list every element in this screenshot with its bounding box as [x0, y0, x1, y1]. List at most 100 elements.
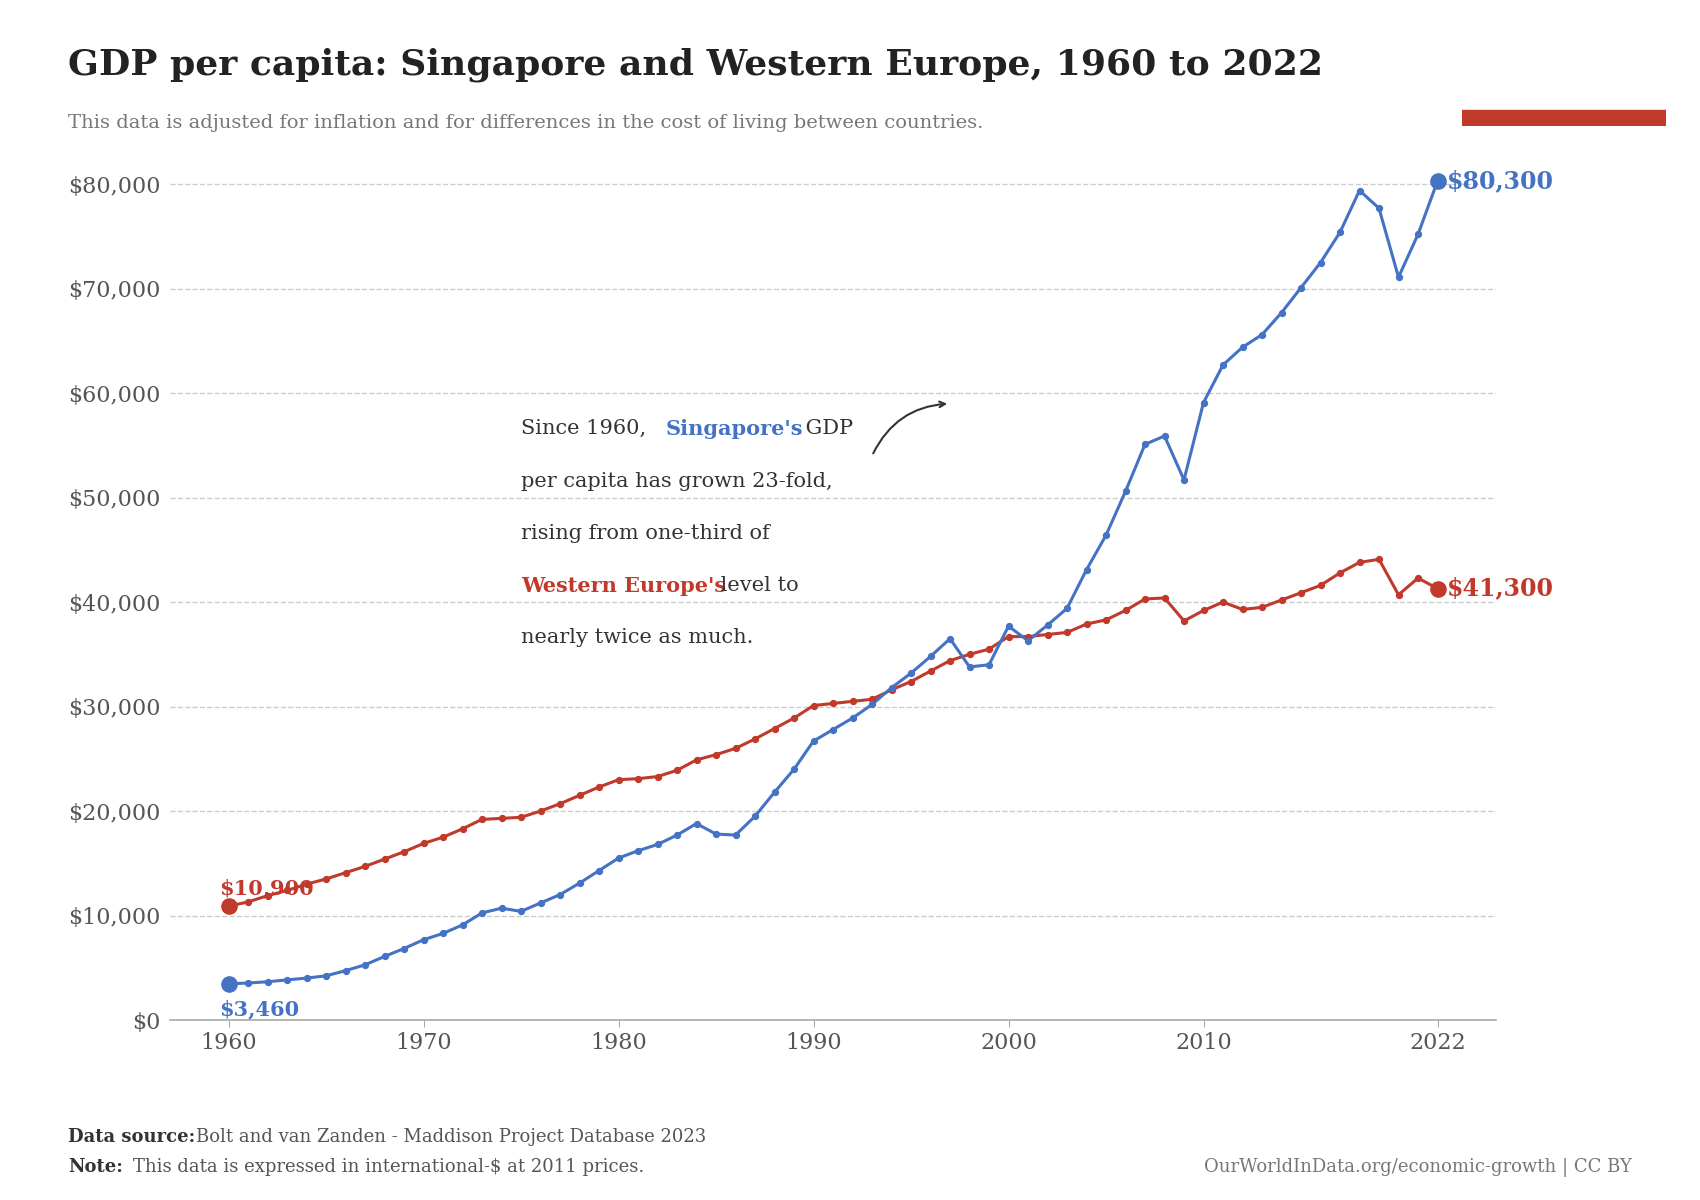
Point	[1425, 578, 1452, 598]
Point	[546, 886, 573, 905]
Point	[1190, 392, 1217, 412]
Point	[1073, 614, 1100, 634]
Text: Data source:: Data source:	[68, 1128, 196, 1146]
Point	[488, 809, 515, 828]
Point	[1170, 611, 1197, 630]
Point	[801, 732, 828, 751]
Point	[332, 961, 359, 980]
Point	[214, 896, 241, 916]
Point	[1034, 616, 1061, 635]
Point	[214, 974, 241, 994]
Text: rising from one-third of: rising from one-third of	[520, 523, 770, 542]
Point	[1268, 590, 1295, 610]
Point	[214, 896, 241, 916]
Point	[1132, 434, 1159, 454]
Point	[430, 924, 457, 943]
Point	[371, 947, 398, 966]
Point	[214, 974, 241, 994]
Point	[780, 708, 808, 727]
Point	[702, 745, 729, 764]
Text: This data is adjusted for inflation and for differences in the cost of living be: This data is adjusted for inflation and …	[68, 114, 983, 132]
Point	[624, 769, 651, 788]
Text: $41,300: $41,300	[1447, 576, 1554, 600]
Point	[916, 661, 944, 680]
Point	[1112, 481, 1139, 500]
Point	[1287, 278, 1314, 298]
Text: $80,300: $80,300	[1447, 169, 1554, 193]
Text: $3,460: $3,460	[219, 1000, 299, 1020]
Point	[1073, 560, 1100, 580]
Point	[546, 794, 573, 814]
Point	[1248, 325, 1275, 344]
Point	[1209, 355, 1236, 374]
Point	[352, 955, 379, 974]
Point	[1093, 526, 1120, 545]
Point	[274, 971, 301, 990]
Point	[605, 848, 632, 868]
Point	[762, 719, 789, 738]
Point	[663, 826, 690, 845]
Text: nearly twice as much.: nearly twice as much.	[520, 629, 753, 647]
Point	[253, 972, 280, 991]
Point	[313, 869, 340, 888]
Point	[527, 802, 554, 821]
Point	[702, 824, 729, 844]
Point	[410, 930, 437, 949]
Point	[469, 810, 496, 829]
Point	[683, 814, 711, 833]
Point	[624, 841, 651, 860]
Point	[955, 644, 983, 664]
Point	[1229, 337, 1256, 356]
Text: GDP: GDP	[799, 419, 853, 438]
Point	[1054, 623, 1081, 642]
Point	[1151, 426, 1178, 445]
Point	[371, 850, 398, 869]
Text: OurWorldInData.org/economic-growth | CC BY: OurWorldInData.org/economic-growth | CC …	[1204, 1158, 1632, 1177]
Point	[663, 761, 690, 780]
Point	[585, 778, 612, 797]
Bar	[1462, 109, 1666, 126]
Point	[1248, 598, 1275, 617]
Point	[507, 901, 534, 920]
Point	[1404, 224, 1431, 244]
Point	[1015, 631, 1042, 650]
Point	[898, 672, 925, 691]
Point	[274, 881, 301, 900]
Point	[1268, 304, 1295, 323]
Point	[877, 680, 904, 700]
Text: GDP per capita: Singapore and Western Europe, 1960 to 2022: GDP per capita: Singapore and Western Eu…	[68, 48, 1323, 83]
Point	[1034, 625, 1061, 644]
Point	[1326, 563, 1353, 582]
Point	[449, 916, 476, 935]
Point	[994, 626, 1022, 646]
Point	[1015, 626, 1042, 646]
Point	[741, 806, 768, 826]
Point	[1346, 553, 1374, 572]
Point	[937, 652, 964, 671]
Point	[253, 886, 280, 905]
Text: level to: level to	[714, 576, 799, 595]
Point	[235, 893, 262, 912]
Point	[1425, 172, 1452, 191]
Point	[819, 694, 847, 713]
Text: Bolt and van Zanden - Maddison Project Database 2023: Bolt and van Zanden - Maddison Project D…	[196, 1128, 706, 1146]
Point	[488, 899, 515, 918]
Point	[1190, 601, 1217, 620]
Point	[937, 629, 964, 648]
Point	[1365, 550, 1392, 569]
Point	[1229, 600, 1256, 619]
Point	[801, 696, 828, 715]
Point	[352, 857, 379, 876]
Point	[469, 904, 496, 923]
Text: Since 1960,: Since 1960,	[520, 419, 653, 438]
Point	[292, 968, 320, 988]
Point	[838, 708, 865, 727]
Point	[1093, 611, 1120, 630]
Point	[1054, 599, 1081, 618]
Point	[916, 647, 944, 666]
Point	[976, 640, 1003, 659]
Point	[683, 750, 711, 769]
Point	[1307, 253, 1334, 272]
Point	[1386, 268, 1413, 287]
Point	[644, 835, 672, 854]
